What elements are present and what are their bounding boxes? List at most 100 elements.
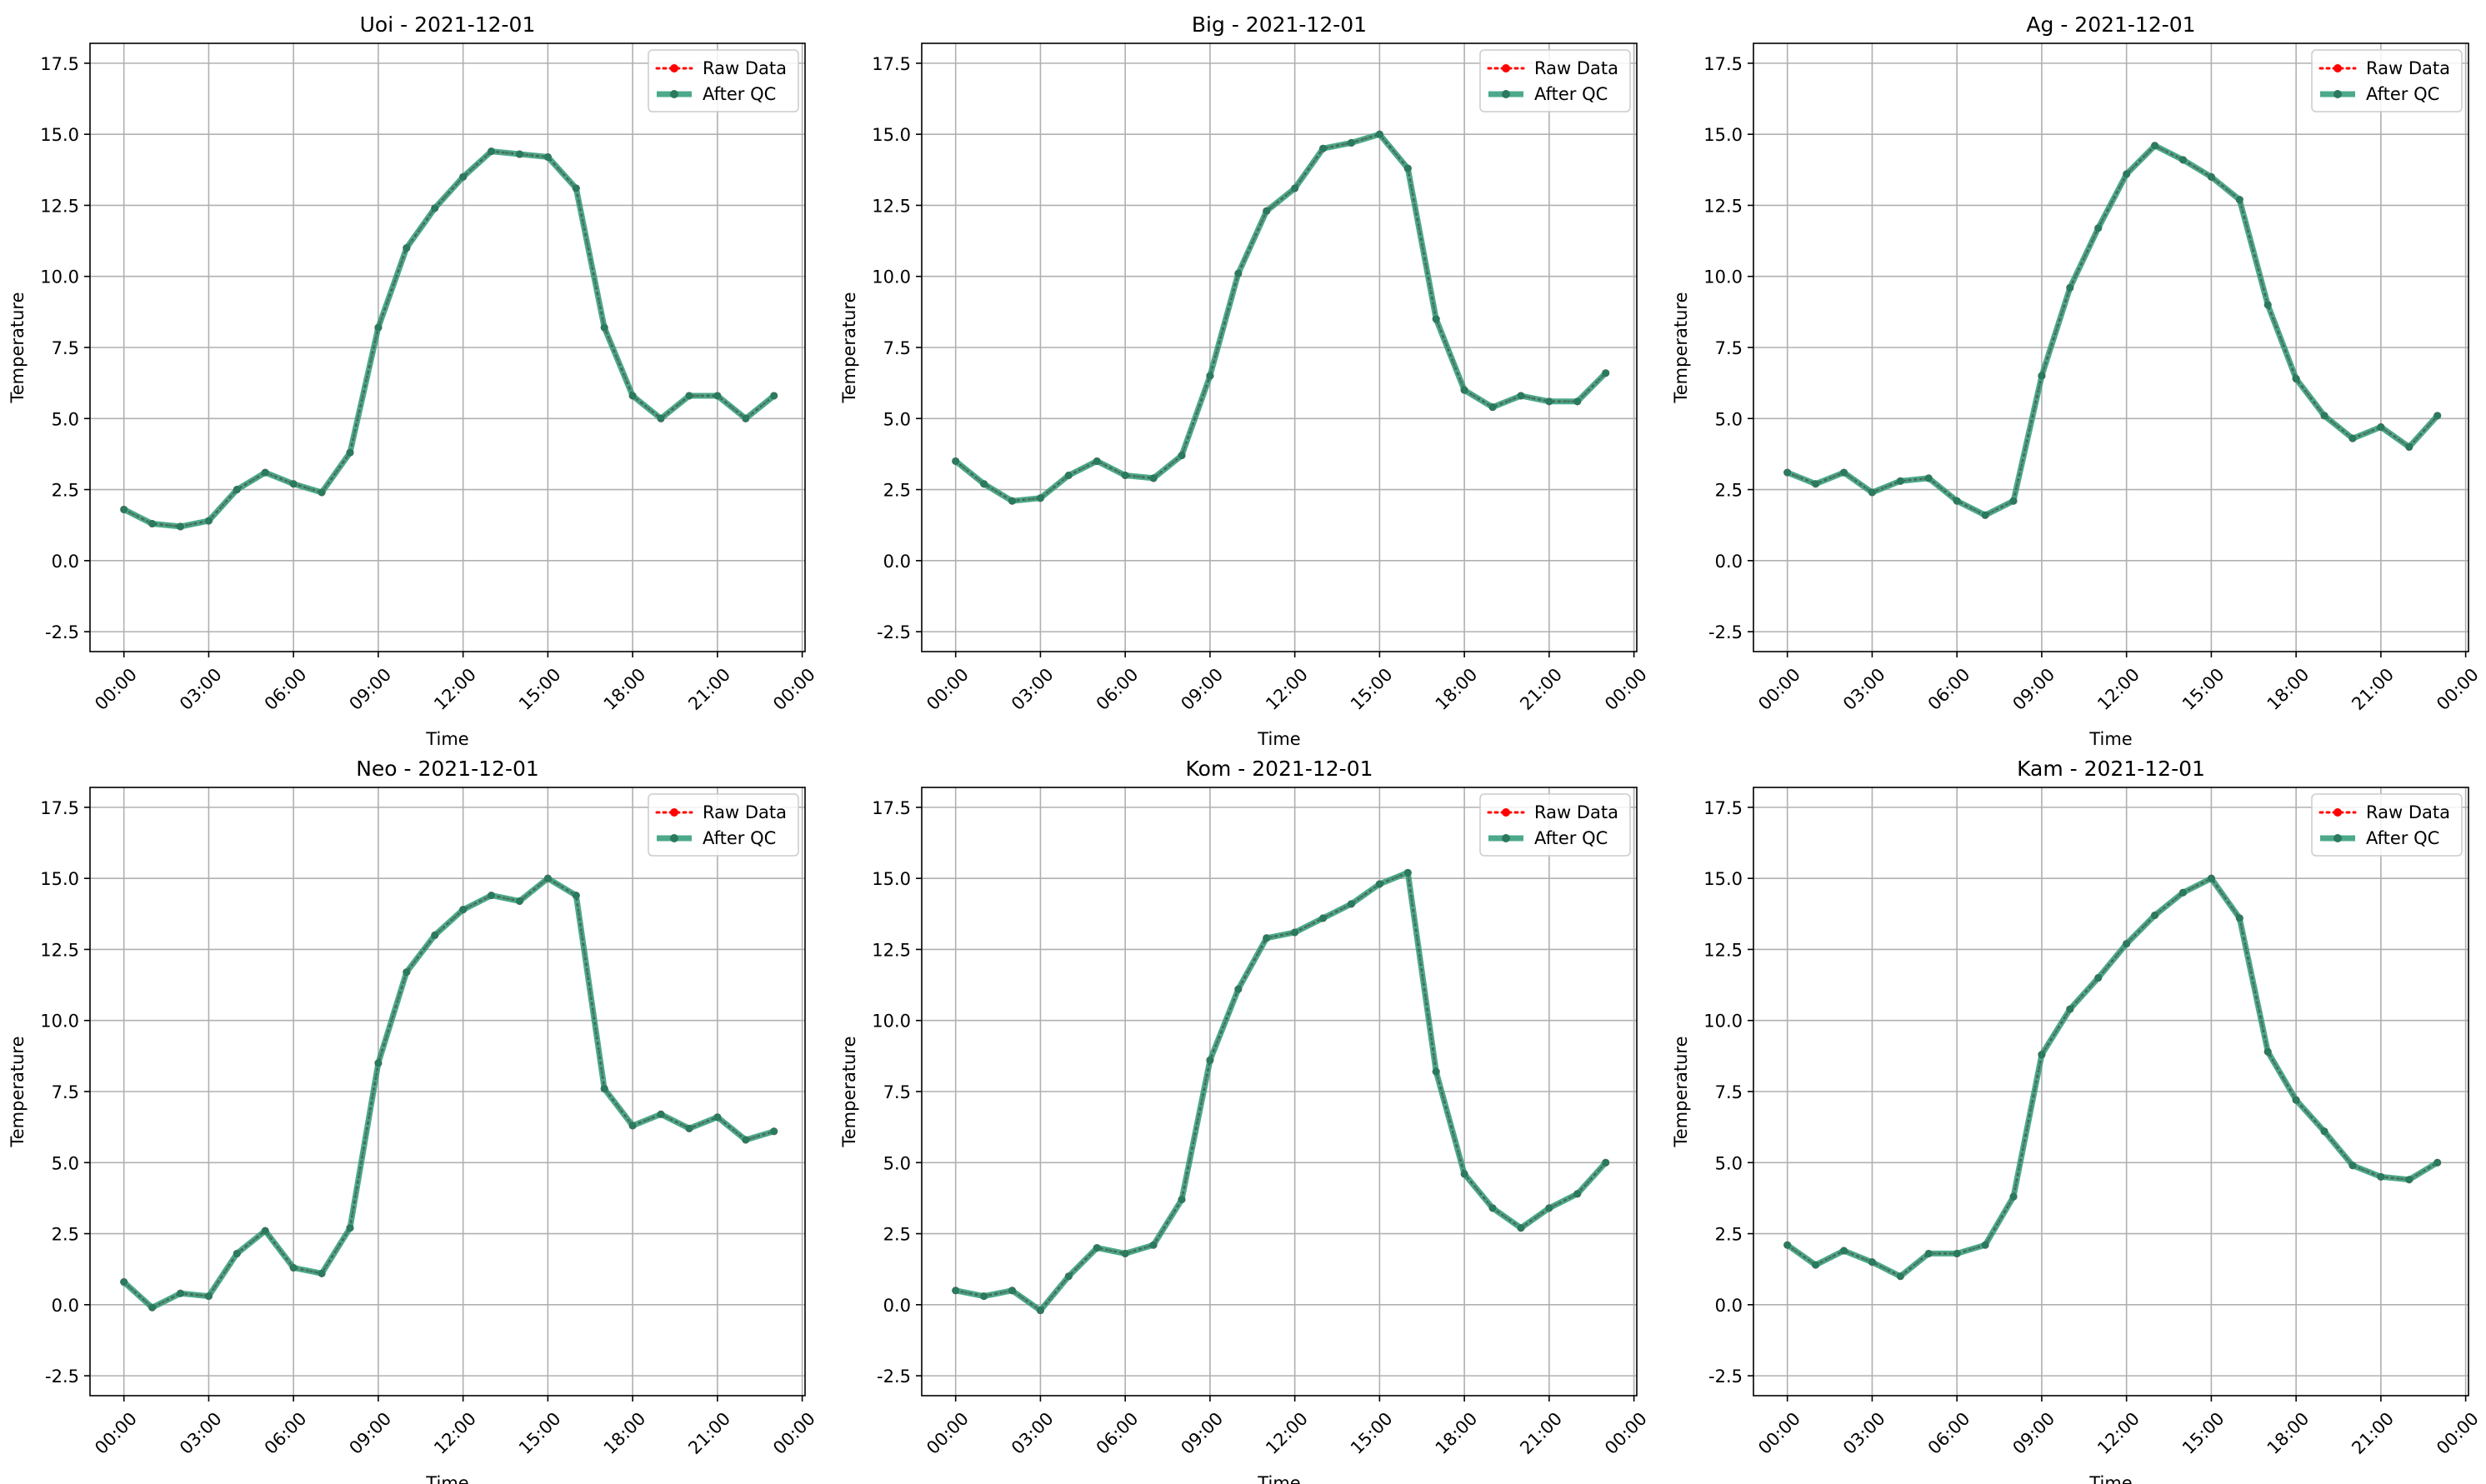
legend-label-raw-data: Raw Data — [1534, 58, 1618, 78]
y-tick-label: 12.5 — [872, 940, 911, 960]
after-qc-data-point — [1868, 488, 1876, 497]
x-tick-label: 03:00 — [1839, 1408, 1889, 1458]
after-qc-data-point — [543, 152, 552, 161]
after-qc-data-point — [1375, 130, 1383, 138]
after-qc-data-point — [1953, 1249, 1961, 1257]
after-qc-data-point — [628, 392, 637, 400]
series-line-after-qc — [122, 875, 775, 1311]
y-tick-label: 7.5 — [52, 338, 79, 358]
legend-label-raw-data: Raw Data — [2366, 802, 2450, 822]
legend-marker-raw-data — [670, 64, 678, 72]
grid — [1753, 43, 2468, 652]
after-qc-data-point — [204, 517, 213, 525]
legend: Raw Data After QC — [2311, 793, 2463, 857]
x-tick-label: 06:00 — [1924, 664, 1974, 714]
series-line-overlap — [1787, 144, 2438, 517]
after-qc-data-point — [1149, 474, 1158, 482]
x-tick-label: 00:00 — [769, 1408, 819, 1458]
x-tick-label: 12:00 — [430, 664, 480, 714]
x-tick-label: 00:00 — [769, 664, 819, 714]
after-qc-data-point — [120, 505, 128, 513]
legend-label-after-qc: After QC — [2366, 828, 2439, 848]
x-tick-label: 18:00 — [2263, 1408, 2313, 1458]
after-qc-data-point — [1840, 468, 1848, 477]
legend: Raw Data After QC — [648, 49, 799, 112]
x-axis-label: Time — [1257, 1473, 1300, 1484]
after-qc-data-point — [1347, 138, 1355, 147]
after-qc-data-point — [403, 968, 411, 977]
after-qc-data-point — [1460, 386, 1468, 394]
grid — [90, 43, 805, 652]
legend-label-raw-data: Raw Data — [2366, 58, 2450, 78]
y-tick-label: 2.5 — [52, 1225, 79, 1245]
after-qc-data-point — [261, 1227, 269, 1235]
y-tick-label: 17.5 — [872, 54, 911, 74]
legend-label-after-qc: After QC — [1534, 828, 1608, 848]
x-axis-label: Time — [425, 1473, 468, 1484]
after-qc-data-point — [2320, 1127, 2328, 1136]
after-qc-data-point — [2207, 172, 2215, 181]
x-tick-label: 15:00 — [1347, 664, 1397, 714]
x-tick-label: 15:00 — [1347, 1408, 1397, 1458]
after-qc-data-point — [1093, 1244, 1101, 1252]
y-tick-label: 2.5 — [883, 481, 911, 501]
legend-marker-raw-data — [2333, 64, 2342, 72]
after-qc-data-point — [1517, 1224, 1525, 1232]
x-tick-label: 09:00 — [1177, 1408, 1227, 1458]
after-qc-data-point — [2405, 442, 2413, 451]
after-qc-data-point — [2009, 497, 2018, 505]
y-tick-label: 12.5 — [40, 196, 79, 216]
after-qc-data-point — [1896, 477, 1904, 485]
grid — [90, 787, 805, 1396]
x-tick-label: 00:00 — [2433, 664, 2483, 714]
x-axis-label: Time — [2088, 729, 2132, 749]
after-qc-data-point — [2348, 434, 2357, 442]
y-tick-label: 0.0 — [1715, 552, 1743, 572]
after-qc-data-point — [177, 522, 185, 531]
after-qc-data-point — [1064, 1272, 1073, 1281]
x-tick-label: 00:00 — [923, 1408, 973, 1458]
after-qc-data-point — [488, 892, 496, 900]
after-qc-data-point — [1783, 1241, 1792, 1249]
after-qc-data-point — [1064, 472, 1073, 480]
after-qc-data-point — [1206, 1056, 1214, 1064]
y-tick-label: 10.0 — [872, 267, 911, 287]
y-tick-label: 2.5 — [1715, 1225, 1743, 1245]
y-tick-label: 10.0 — [40, 1012, 79, 1032]
legend: Raw Data After QC — [2311, 49, 2463, 112]
legend-marker-after-qc — [1502, 90, 1510, 98]
x-tick-label: 03:00 — [176, 664, 226, 714]
after-qc-data-point — [2038, 372, 2046, 380]
after-qc-data-point — [2094, 974, 2103, 982]
after-qc-data-point — [1573, 1190, 1582, 1198]
x-tick-label: 21:00 — [684, 664, 734, 714]
after-qc-data-point — [1602, 369, 1610, 377]
series-line-raw-data — [123, 150, 776, 528]
legend-marker-after-qc — [1502, 834, 1510, 842]
after-qc-data-point — [459, 906, 468, 914]
y-tick-label: 17.5 — [872, 798, 911, 818]
series-line-after-qc — [123, 148, 776, 530]
y-tick-label: -2.5 — [877, 622, 911, 642]
after-qc-data-point — [1291, 184, 1299, 192]
y-tick-label: -2.5 — [1708, 1367, 1743, 1387]
after-qc-data-point — [318, 1269, 326, 1277]
y-tick-label: -2.5 — [1708, 622, 1743, 642]
subplot-2: -2.5 0.0 2.5 5.0 7.5 10.0 12.5 15.0 17.5 00:00 03:… — [839, 12, 1651, 749]
after-qc-data-point — [657, 1110, 665, 1118]
x-tick-label: 00:00 — [1601, 664, 1651, 714]
after-qc-data-point — [628, 1122, 637, 1130]
legend: Raw Data After QC — [1479, 793, 1631, 857]
x-tick-label: 09:00 — [1177, 664, 1227, 714]
x-tick-label: 03:00 — [1008, 664, 1058, 714]
x-tick-label: 06:00 — [261, 664, 311, 714]
subplot-title: Kam - 2021-12-01 — [2017, 757, 2205, 781]
x-tick-label: 15:00 — [515, 664, 565, 714]
x-tick-label: 03:00 — [176, 1408, 226, 1458]
y-tick-label: 17.5 — [1703, 54, 1743, 74]
y-tick-label: -2.5 — [45, 622, 79, 642]
x-tick-label: 00:00 — [1601, 1408, 1651, 1458]
y-tick-label: 7.5 — [1715, 1082, 1743, 1102]
x-tick-label: 21:00 — [2348, 1408, 2398, 1458]
